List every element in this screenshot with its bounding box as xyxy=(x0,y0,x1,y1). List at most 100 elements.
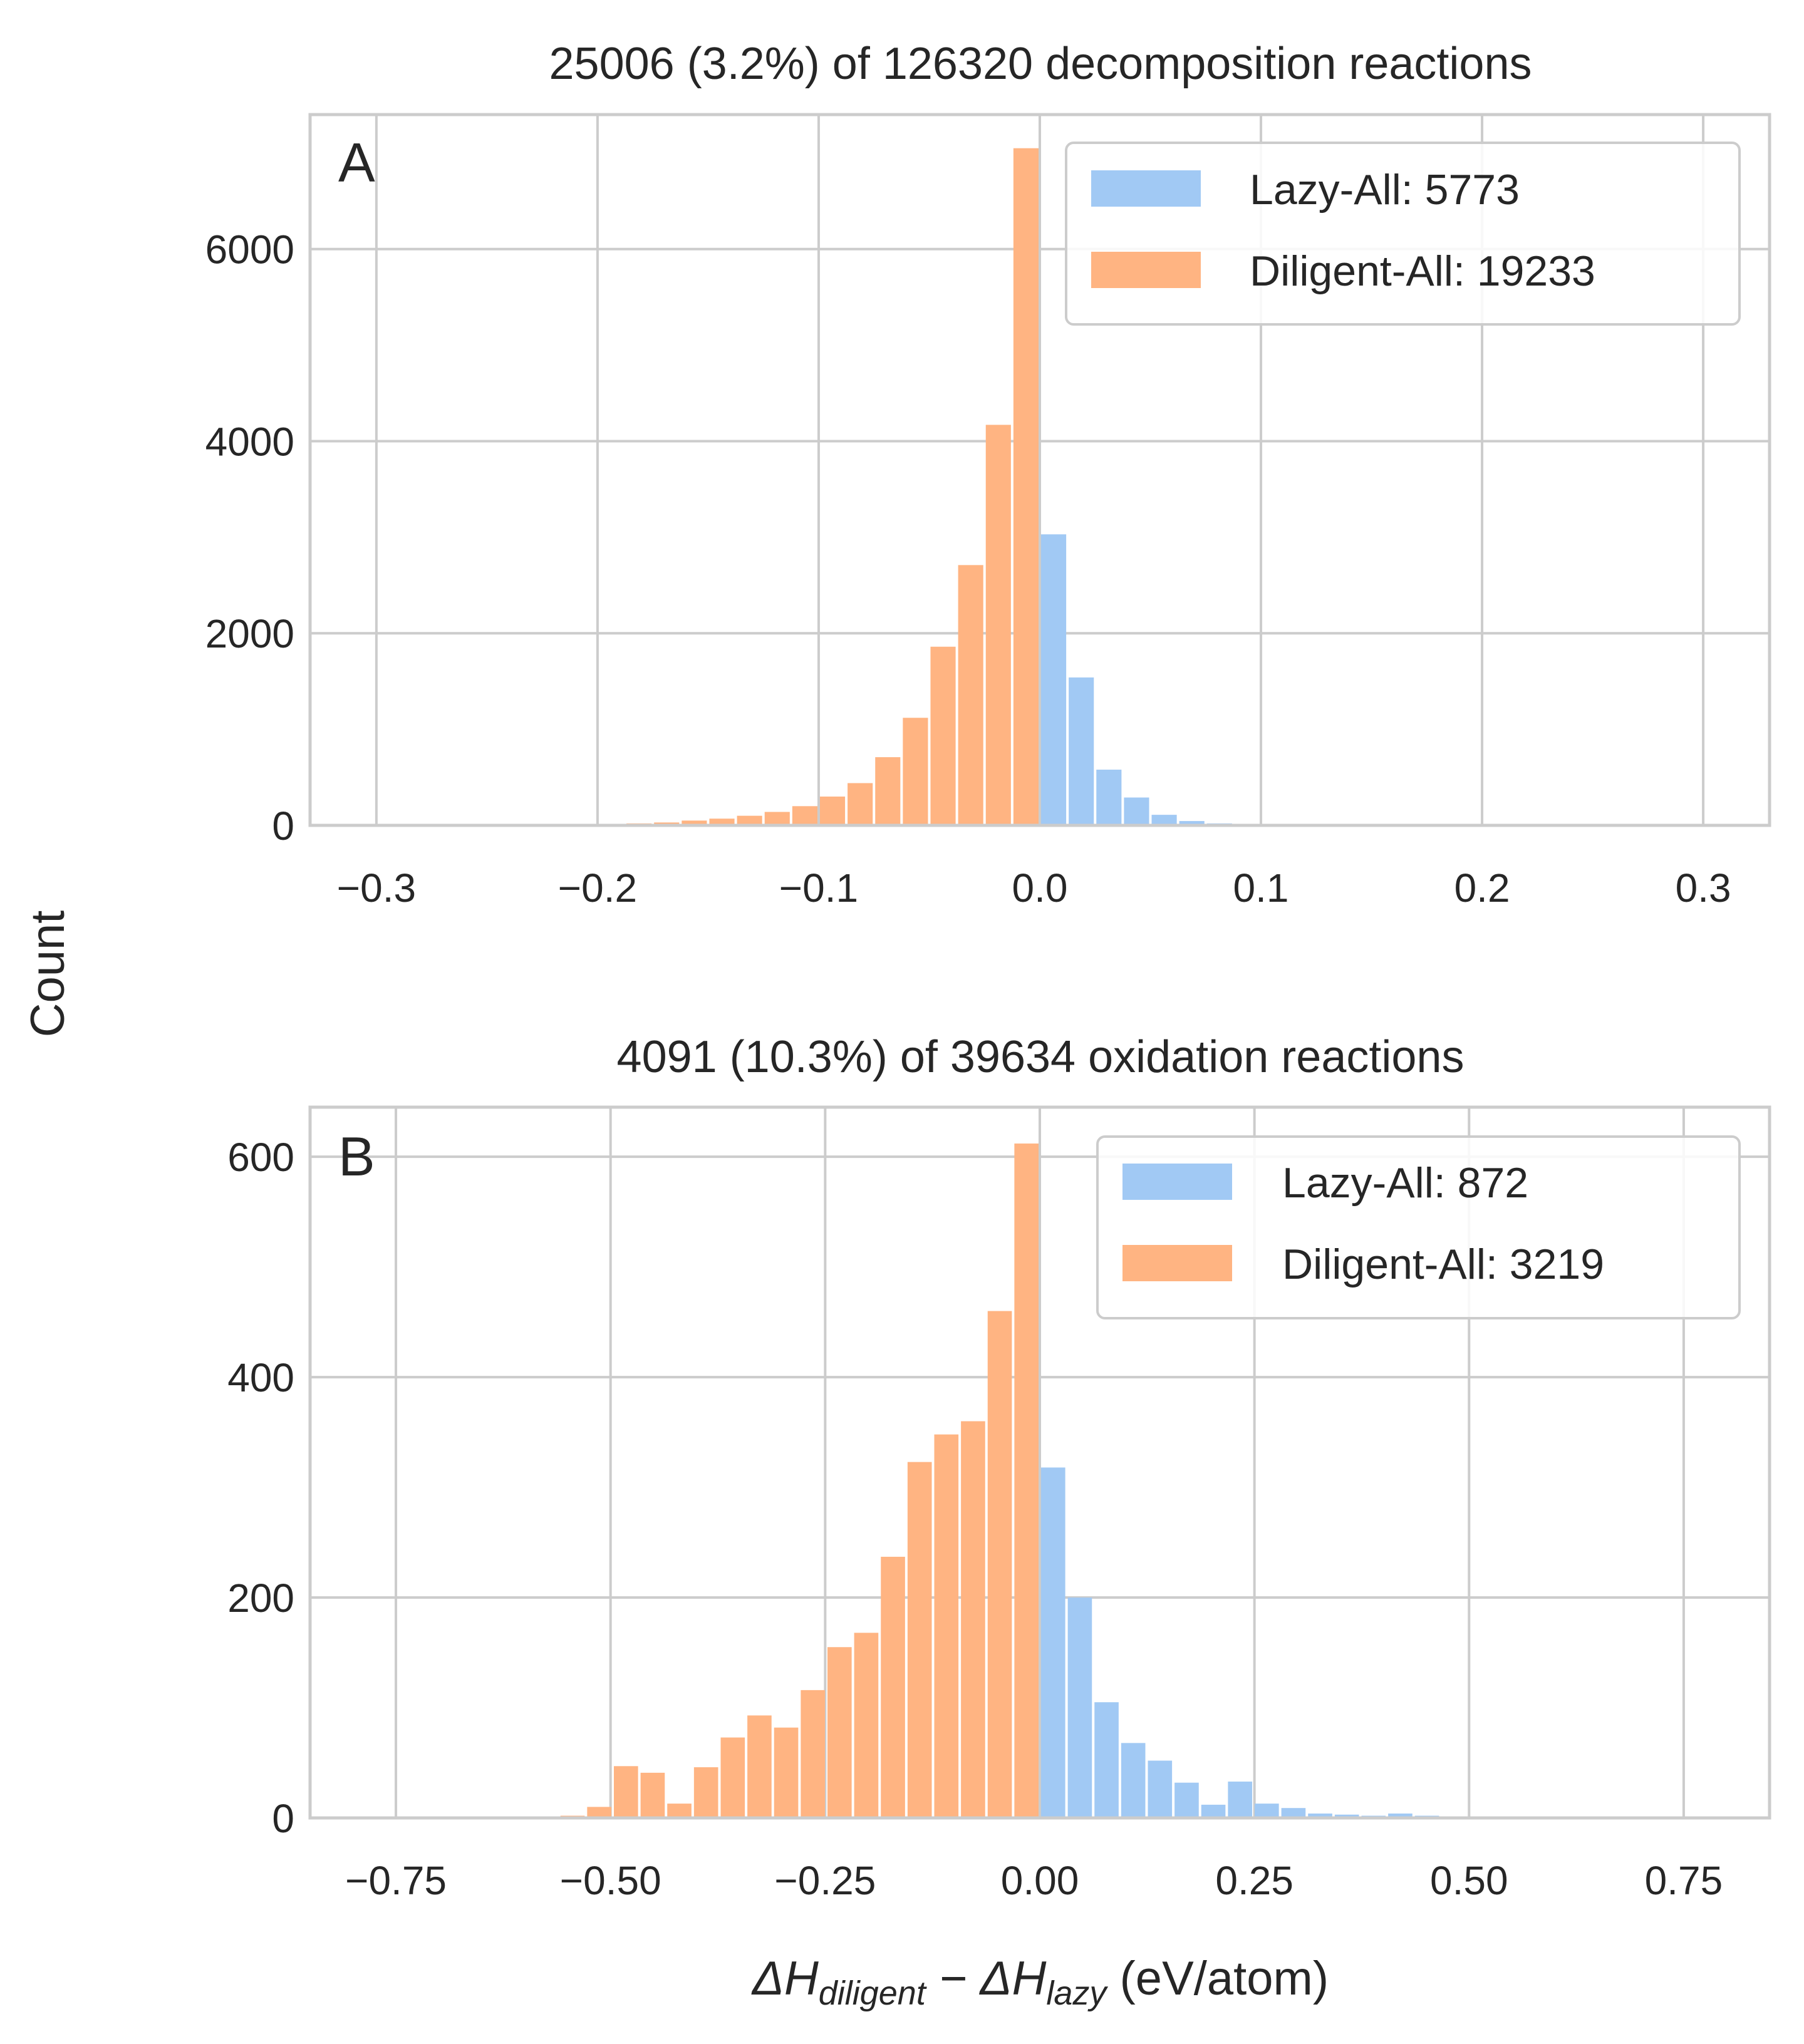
panel-b-bar-diligent-8 xyxy=(801,1690,825,1818)
panel-b-bar-diligent-2 xyxy=(961,1421,985,1818)
panel-b-ytick-label-1: 200 xyxy=(227,1576,294,1621)
panel-a-bar-lazy-0 xyxy=(1041,534,1067,825)
panel-a-xtick-label-4: 0.1 xyxy=(1233,865,1289,911)
panel-b-letter: B xyxy=(338,1125,375,1187)
panel-a-bar-diligent-5 xyxy=(875,757,901,825)
panel-b-bar-diligent-13 xyxy=(667,1804,692,1818)
panel-a-xtick-label-5: 0.2 xyxy=(1454,865,1510,911)
panel-b-bar-lazy-1 xyxy=(1067,1598,1092,1818)
panel-a-bar-diligent-10 xyxy=(737,815,762,825)
panel-b-legend: Lazy-All: 872 Diligent-All: 3219 xyxy=(1096,1135,1741,1319)
panel-b-bar-diligent-7 xyxy=(827,1647,852,1818)
panel-a-bar-lazy-2 xyxy=(1096,770,1122,825)
panel-a-bar-lazy-3 xyxy=(1124,797,1149,825)
panel-a-legend-swatch-diligent xyxy=(1091,252,1201,288)
panel-b-xtick-labels: −0.75 −0.50 −0.25 0.00 0.25 0.50 0.75 xyxy=(345,1858,1723,1903)
panel-a-bar-lazy-4 xyxy=(1151,815,1177,825)
panel-a-bar-diligent-8 xyxy=(792,806,817,825)
xlabel-sub-lazy: lazy xyxy=(1046,1974,1108,2012)
panel-b-bar-lazy-6 xyxy=(1201,1804,1226,1818)
panel-b-bar-lazy-0 xyxy=(1041,1467,1065,1818)
panel-b-legend-swatch-lazy xyxy=(1122,1164,1232,1200)
panel-b: 4091 (10.3%) of 39634 oxidation reaction… xyxy=(227,1032,1771,1903)
panel-a-xtick-label-3: 0.0 xyxy=(1012,865,1068,911)
panel-a-xtick-label-1: −0.2 xyxy=(558,865,637,911)
panel-b-bar-lazy-4 xyxy=(1148,1760,1173,1818)
panel-b-bar-diligent-14 xyxy=(640,1772,665,1818)
panel-b-bar-diligent-3 xyxy=(934,1434,959,1818)
panel-b-bar-diligent-5 xyxy=(881,1556,905,1818)
xlabel-mid: − ΔH xyxy=(926,1952,1047,2005)
panel-a-legend-box xyxy=(1065,142,1741,326)
panel-b-bar-diligent-6 xyxy=(854,1633,879,1818)
xlabel-prefix: ΔH xyxy=(751,1952,819,2005)
panel-a-ytick-label-3: 6000 xyxy=(205,227,294,272)
panel-b-xtick-label-1: −0.50 xyxy=(560,1858,661,1903)
panel-a-ytick-label-2: 4000 xyxy=(205,419,294,464)
panel-a-bar-diligent-2 xyxy=(958,565,983,825)
panel-b-xtick-label-4: 0.25 xyxy=(1215,1858,1293,1903)
panel-b-bar-lazy-7 xyxy=(1228,1781,1253,1818)
panel-a: 25006 (3.2%) of 126320 decomposition rea… xyxy=(205,39,1771,911)
shared-ylabel: Count xyxy=(21,911,75,1038)
panel-a-ytick-label-1: 2000 xyxy=(205,611,294,656)
panel-b-bar-lazy-9 xyxy=(1281,1808,1306,1818)
panel-b-legend-swatch-diligent xyxy=(1122,1245,1232,1281)
panel-a-bar-diligent-6 xyxy=(848,783,873,825)
panel-b-ytick-label-3: 600 xyxy=(227,1135,294,1180)
panel-b-ytick-label-2: 400 xyxy=(227,1355,294,1400)
panel-a-legend: Lazy-All: 5773 Diligent-All: 19233 xyxy=(1065,142,1741,326)
panel-b-xtick-label-5: 0.50 xyxy=(1430,1858,1508,1903)
panel-b-title: 4091 (10.3%) of 39634 oxidation reaction… xyxy=(617,1032,1464,1082)
shared-xlabel: ΔHdiligent − ΔHlazy (eV/atom) xyxy=(751,1952,1329,2012)
panel-b-bar-diligent-10 xyxy=(747,1715,772,1818)
panel-a-bars xyxy=(350,148,1288,826)
panel-b-ytick-label-0: 0 xyxy=(272,1796,294,1841)
panel-a-legend-label-lazy: Lazy-All: 5773 xyxy=(1250,166,1520,214)
panel-a-bar-lazy-5 xyxy=(1179,821,1205,825)
panel-b-bar-diligent-12 xyxy=(693,1767,718,1818)
panel-b-xtick-label-2: −0.25 xyxy=(774,1858,876,1903)
xlabel-suffix: (eV/atom) xyxy=(1106,1952,1329,2005)
panel-b-bar-lazy-8 xyxy=(1255,1804,1279,1818)
panel-b-legend-label-lazy: Lazy-All: 872 xyxy=(1282,1159,1528,1207)
panel-b-bar-diligent-9 xyxy=(774,1727,799,1818)
panel-a-bar-lazy-1 xyxy=(1069,677,1094,825)
panel-a-bar-diligent-3 xyxy=(930,646,956,825)
panel-b-bar-lazy-13 xyxy=(1388,1813,1413,1818)
panel-b-bar-diligent-0 xyxy=(1014,1143,1039,1818)
panel-b-bar-diligent-11 xyxy=(720,1737,745,1818)
panel-a-xtick-label-2: −0.1 xyxy=(779,865,858,911)
panel-b-bar-diligent-1 xyxy=(987,1311,1012,1818)
panel-a-bar-diligent-1 xyxy=(985,425,1011,825)
panel-a-bar-diligent-0 xyxy=(1013,148,1039,826)
panel-a-bar-diligent-12 xyxy=(682,820,707,825)
panel-a-legend-label-diligent: Diligent-All: 19233 xyxy=(1250,247,1595,295)
panel-a-title: 25006 (3.2%) of 126320 decomposition rea… xyxy=(549,39,1532,89)
panel-b-bar-lazy-3 xyxy=(1121,1743,1146,1818)
panel-a-bar-diligent-4 xyxy=(903,718,928,825)
panel-a-bar-diligent-11 xyxy=(709,818,735,825)
panel-b-bar-lazy-10 xyxy=(1308,1813,1332,1818)
panel-b-legend-box xyxy=(1096,1135,1741,1319)
panel-b-bar-diligent-4 xyxy=(907,1462,932,1818)
panel-b-frame xyxy=(308,1105,1771,1820)
panel-b-bar-diligent-15 xyxy=(613,1766,638,1818)
panel-a-xtick-labels: −0.3 −0.2 −0.1 0.0 0.1 0.2 0.3 xyxy=(337,865,1731,911)
panel-b-bar-lazy-2 xyxy=(1094,1702,1119,1818)
xlabel-sub-diligent: diligent xyxy=(819,1974,927,2012)
panel-a-legend-swatch-lazy xyxy=(1091,170,1201,207)
panel-b-xtick-label-3: 0.00 xyxy=(1001,1858,1079,1903)
panel-b-xtick-label-0: −0.75 xyxy=(345,1858,447,1903)
panel-b-bar-lazy-11 xyxy=(1334,1814,1359,1818)
panel-b-bar-diligent-16 xyxy=(587,1807,611,1818)
panel-a-letter: A xyxy=(338,132,375,194)
panel-a-xtick-label-6: 0.3 xyxy=(1676,865,1731,911)
panel-a-xtick-label-0: −0.3 xyxy=(337,865,416,911)
panel-b-bar-lazy-5 xyxy=(1174,1782,1199,1818)
panel-b-ytick-labels: 0 200 400 600 xyxy=(227,1135,294,1841)
panel-a-bar-diligent-9 xyxy=(764,812,790,825)
panel-b-bars xyxy=(534,1143,1493,1818)
panel-a-bar-diligent-7 xyxy=(819,796,846,825)
